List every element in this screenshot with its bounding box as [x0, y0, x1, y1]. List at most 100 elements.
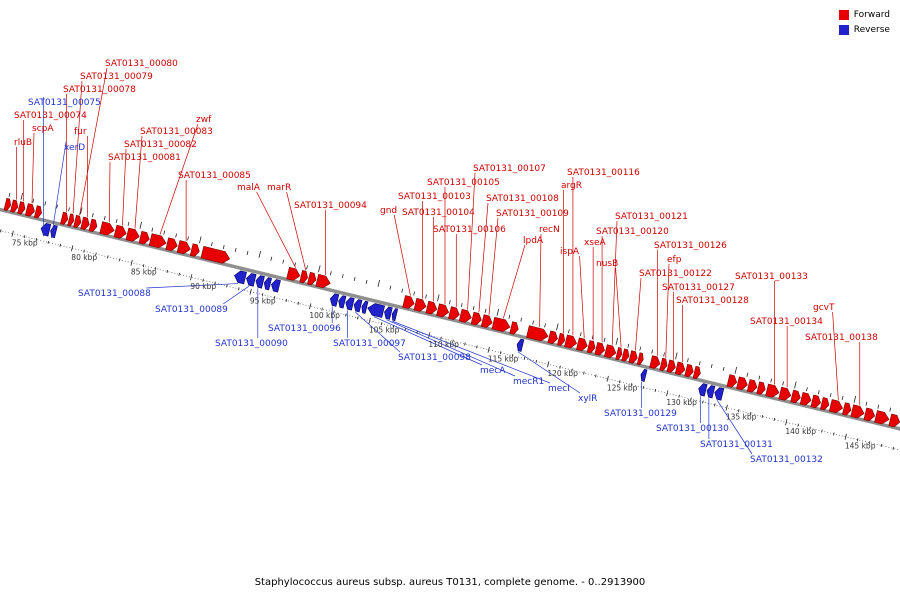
label-leader-line	[517, 351, 581, 394]
gene-arrow-forward	[73, 214, 82, 229]
gene-arrow-forward	[621, 348, 630, 362]
gene-arrow-forward	[99, 221, 115, 236]
gene-label: argR	[561, 181, 582, 191]
gene-arrow-forward	[448, 306, 460, 320]
gene-label: SAT0131_00097	[333, 339, 406, 349]
strand-legend: Forward Reverse	[838, 10, 890, 35]
scale-tick-label: 75 kbp	[12, 238, 38, 247]
gene-arrow-reverse	[361, 300, 369, 314]
label-leader-line	[467, 172, 476, 310]
gene-arrow-forward	[765, 383, 780, 398]
scale-tick-label: 90 kbp	[190, 282, 216, 291]
gene-label: SAT0131_00106	[433, 225, 506, 235]
gene-arrow-reverse	[234, 270, 247, 285]
scale-tick-label: 125 kbp	[607, 383, 638, 392]
label-leader-line	[109, 161, 111, 223]
gene-label: SAT0131_00134	[750, 317, 823, 327]
gene-arrow-reverse	[50, 225, 58, 239]
gene-arrow-forward	[547, 330, 558, 345]
gene-label: SAT0131_00075	[28, 98, 101, 108]
gene-arrow-reverse	[246, 273, 257, 287]
gene-label: SAT0131_00121	[615, 212, 688, 222]
gene-arrow-forward	[594, 342, 605, 356]
gene-arrow-forward	[113, 224, 127, 239]
gene-label: SAT0131_00127	[662, 283, 735, 293]
gene-label: SAT0131_00090	[215, 339, 288, 349]
gene-label: ispA	[560, 247, 580, 257]
gene-label: SAT0131_00082	[124, 140, 197, 150]
gene-label: SAT0131_00103	[398, 192, 471, 202]
label-leader-line	[665, 263, 670, 358]
genome-track	[0, 192, 900, 454]
label-leader-line	[488, 217, 499, 315]
gene-arrow-forward	[148, 233, 167, 249]
gene-arrow-forward	[286, 266, 301, 281]
label-leader-line	[635, 277, 642, 351]
gene-label: malA	[237, 183, 261, 193]
label-leader-line	[373, 316, 483, 366]
gene-arrow-forward	[125, 227, 140, 242]
gene-label: SAT0131_00088	[78, 289, 151, 299]
gene-arrow-reverse	[329, 293, 340, 307]
gene-arrow-forward	[470, 311, 482, 326]
gene-arrow-forward	[586, 340, 596, 354]
gene-arrows	[3, 197, 900, 428]
scale-tick-label: 145 kbp	[845, 441, 876, 450]
genome-axis	[0, 205, 900, 437]
reverse-strand-swatch	[838, 25, 849, 35]
gene-label: SAT0131_00096	[268, 324, 341, 334]
gene-arrow-forward	[80, 216, 90, 230]
gene-arrow-forward	[60, 211, 69, 225]
gene-label: SAT0131_00104	[402, 208, 475, 218]
gene-label: lpdA	[523, 236, 544, 246]
gene-label: SAT0131_00080	[105, 59, 178, 69]
label-leader-line	[256, 191, 296, 268]
gene-label: xylR	[578, 394, 597, 404]
gene-arrow-forward	[659, 357, 668, 371]
gene-arrow-forward	[636, 352, 644, 366]
gene-arrow-reverse	[263, 277, 272, 291]
gene-arrow-reverse	[384, 306, 393, 320]
gene-arrow-forward	[564, 334, 577, 349]
gene-label: SAT0131_00108	[486, 194, 559, 204]
gene-arrow-forward	[790, 389, 801, 404]
legend-reverse-label: Reverse	[853, 25, 890, 35]
gene-label: SAT0131_00122	[639, 269, 712, 279]
gene-arrow-forward	[649, 355, 661, 369]
gene-label: mecA	[480, 366, 506, 376]
scale-tick-label: 140 kbp	[785, 427, 816, 436]
gene-arrow-reverse	[706, 385, 716, 399]
gene-arrow-forward	[756, 381, 766, 395]
legend-forward: Forward	[838, 10, 890, 20]
label-leader-line	[832, 311, 839, 401]
label-leader-lines	[16, 67, 861, 455]
gene-label: SAT0131_00105	[427, 178, 500, 188]
gene-arrow-forward	[3, 197, 12, 212]
gene-arrow-forward	[315, 273, 331, 289]
forward-strand-swatch	[838, 10, 849, 20]
gene-arrow-forward	[576, 337, 588, 352]
gene-arrow-forward	[603, 344, 617, 359]
label-leader-line	[611, 220, 618, 345]
gene-label: fur	[74, 127, 87, 137]
gene-label: SAT0131_00094	[294, 201, 367, 211]
label-leader-line	[286, 191, 307, 271]
scale-tick-label: 120 kbp	[547, 369, 578, 378]
gene-label: SAT0131_00128	[676, 296, 749, 306]
gene-arrow-reverse	[367, 303, 386, 318]
label-leader-line	[159, 123, 199, 235]
gene-arrow-reverse	[516, 338, 525, 352]
gene-label: SAT0131_00074	[14, 111, 87, 121]
gene-arrow-forward	[17, 201, 26, 215]
gene-arrow-forward	[674, 361, 686, 376]
label-leader-line	[393, 214, 411, 296]
gene-arrow-reverse	[353, 299, 363, 313]
gene-arrow-forward	[778, 386, 792, 401]
label-leader-line	[355, 311, 401, 353]
legend-forward-label: Forward	[853, 10, 890, 20]
gene-labels: SAT0131_00080 SAT0131_00079 SAT0131_00078 S…	[14, 59, 878, 465]
gene-label: SAT0131_00131	[700, 440, 773, 450]
scale-tick-label: 80 kbp	[71, 253, 97, 262]
gene-arrow-forward	[666, 359, 676, 373]
